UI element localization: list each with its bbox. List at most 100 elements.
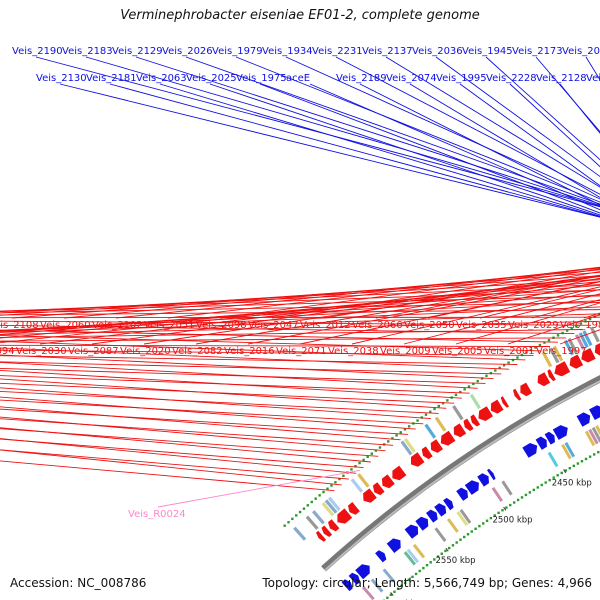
tick-dot xyxy=(497,511,500,515)
leader-line xyxy=(0,335,542,352)
tick-dot xyxy=(474,527,477,531)
shading-block xyxy=(324,499,338,514)
reverse-gene-arrow xyxy=(554,361,571,377)
leader-line xyxy=(0,284,600,335)
shading-block xyxy=(434,527,447,542)
leader-line xyxy=(0,316,600,319)
leader-line xyxy=(0,406,401,441)
reverse-gene-arrow xyxy=(392,465,407,481)
leader-line xyxy=(167,266,600,319)
tick-dot xyxy=(509,503,512,507)
shading-block xyxy=(424,423,437,439)
tick-dot xyxy=(433,407,436,411)
shading-block xyxy=(357,473,370,488)
tick-dot xyxy=(478,524,481,528)
forward-gene-arrow xyxy=(386,538,401,553)
leader-line xyxy=(143,274,600,345)
reverse-gene-label: Veis_2051 xyxy=(144,320,195,331)
reverse-gene-label: Veis_2005 xyxy=(432,346,483,357)
tick-dot xyxy=(498,366,501,370)
forward-feature-track xyxy=(341,405,600,592)
forward-gene-arrow xyxy=(522,443,538,458)
leader-line xyxy=(375,275,600,319)
reverse-gene-arrow xyxy=(547,369,556,382)
tick-dot xyxy=(455,541,458,544)
tick-dot xyxy=(386,596,389,600)
leader-line xyxy=(0,320,592,326)
tick-dot xyxy=(543,341,546,344)
leader-line xyxy=(0,289,600,333)
kbp-tick-label: 2450 kbp xyxy=(552,478,592,488)
reverse-gene-label: Veis_2009 xyxy=(380,346,431,357)
reverse-gene-arrow xyxy=(421,446,433,460)
forward-gene-arrow xyxy=(443,497,454,511)
leader-line xyxy=(0,416,386,452)
kbp-tick-label: 2550 kbp xyxy=(436,556,476,566)
tick-dot xyxy=(463,535,466,539)
leader-line xyxy=(0,313,600,333)
leader-line xyxy=(335,56,600,195)
tick-dot xyxy=(534,346,537,349)
tick-dot xyxy=(588,455,592,458)
forward-gene-label: Veis_2074 xyxy=(386,73,437,84)
forward-gene-label: Veis_2130 xyxy=(36,73,87,84)
tick-dot xyxy=(403,428,407,431)
leader-line xyxy=(0,418,394,446)
kbp-tick-label: 2500 kbp xyxy=(492,515,532,525)
forward-gene-label: Veis_2025 xyxy=(186,73,237,84)
tick-dot xyxy=(362,458,365,462)
gc-shading-track xyxy=(293,326,600,600)
forward-gene-arrow xyxy=(552,425,568,440)
forward-gene-arrow xyxy=(487,468,496,481)
tick-dot xyxy=(463,388,466,391)
leader-line xyxy=(0,306,600,332)
tick-dot xyxy=(399,431,402,434)
tick-dot xyxy=(291,517,294,521)
leader-line xyxy=(85,56,600,207)
shading-block xyxy=(434,416,447,432)
reverse-gene-arrow xyxy=(463,418,474,431)
tick-dot xyxy=(298,510,302,514)
leader-line xyxy=(0,361,478,389)
tick-dot xyxy=(418,569,421,573)
reverse-gene-label: Veis_2108 xyxy=(0,320,39,331)
leader-line xyxy=(0,300,600,331)
tick-dot xyxy=(414,572,418,576)
leader-line xyxy=(39,276,600,345)
leader-line xyxy=(0,382,455,404)
leader-line xyxy=(0,375,470,394)
tick-dot xyxy=(525,351,528,354)
leader-line xyxy=(0,460,335,492)
leader-line xyxy=(0,390,439,414)
tick-dot xyxy=(350,468,353,471)
shading-block xyxy=(469,393,481,410)
reverse-gene-label: Veis_2098 xyxy=(196,320,247,331)
shading-block xyxy=(406,548,420,564)
forward-gene-label: Veis_1995 xyxy=(436,73,487,84)
shading-block xyxy=(400,440,413,456)
reverse-gene-label: Veis_2060 xyxy=(40,320,91,331)
shading-block xyxy=(584,430,596,447)
forward-gene-label: Veis_2128 xyxy=(536,73,587,84)
tick-dot xyxy=(576,462,580,465)
reverse-gene-label: Veis_2071 xyxy=(276,346,327,357)
forward-gene-label: Veis_1945 xyxy=(462,46,513,57)
shading-block xyxy=(350,478,364,493)
tick-dot xyxy=(395,434,398,437)
reverse-gene-arrow xyxy=(513,388,522,401)
tick-dot xyxy=(374,449,378,452)
tick-dot xyxy=(424,413,428,416)
forward-gene-arrow xyxy=(341,579,353,592)
reverse-gene-arrow xyxy=(569,354,584,369)
tick-dot xyxy=(494,369,497,372)
leader-line xyxy=(479,288,600,319)
tick-dot xyxy=(416,419,419,422)
leader-line xyxy=(209,83,600,216)
shading-block xyxy=(595,425,600,436)
forward-gene-arrow xyxy=(404,524,419,539)
tick-dot xyxy=(507,361,510,364)
reverse-gene-arrow xyxy=(372,482,385,496)
reverse-gene-label: Veis_2082 xyxy=(172,346,223,357)
leader-line xyxy=(0,438,357,474)
